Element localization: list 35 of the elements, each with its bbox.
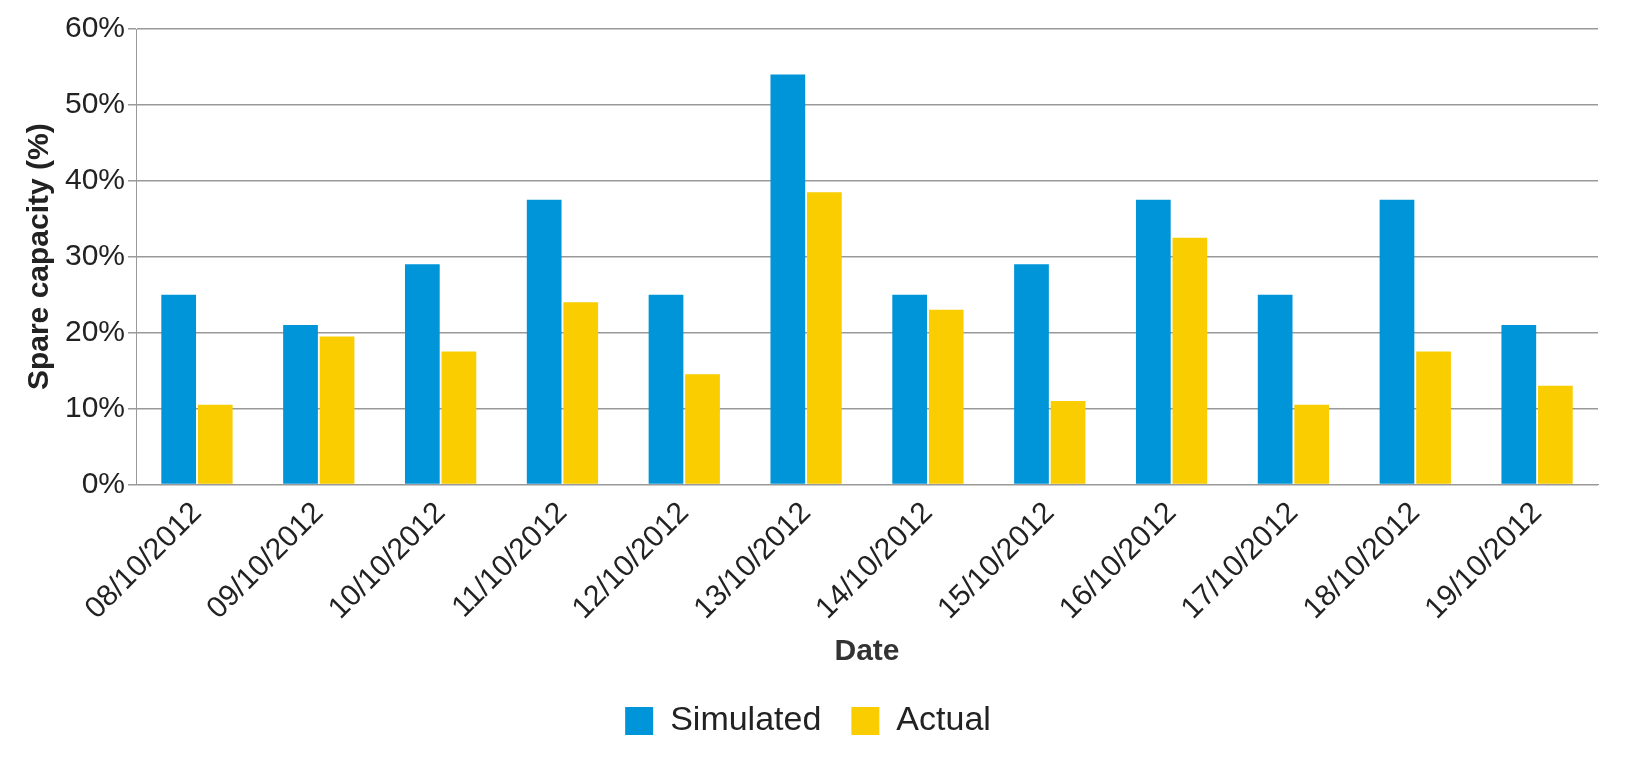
y-tick-label: 60% bbox=[65, 10, 126, 44]
bar bbox=[197, 404, 233, 484]
x-axis-title: Date bbox=[834, 633, 900, 667]
bar bbox=[1135, 199, 1171, 484]
bar bbox=[1501, 324, 1537, 484]
bar bbox=[283, 324, 318, 484]
bar bbox=[807, 192, 842, 484]
bar bbox=[770, 74, 806, 484]
y-tick-label: 20% bbox=[65, 313, 126, 347]
bar bbox=[563, 302, 599, 484]
bar bbox=[928, 309, 964, 484]
bar bbox=[685, 374, 720, 484]
bar bbox=[1050, 400, 1086, 484]
bar bbox=[1014, 264, 1049, 484]
bar bbox=[892, 294, 928, 484]
legend-label: Simulated bbox=[670, 699, 822, 738]
y-tick-label: 40% bbox=[65, 162, 126, 196]
bar bbox=[441, 351, 477, 484]
legend-label: Actual bbox=[896, 699, 991, 738]
y-tick-label: 0% bbox=[81, 465, 126, 499]
y-tick-label: 30% bbox=[65, 237, 126, 271]
bar bbox=[1379, 199, 1415, 484]
bar bbox=[161, 294, 197, 484]
bar bbox=[1257, 294, 1293, 484]
bar bbox=[1294, 404, 1330, 484]
bar bbox=[1416, 351, 1451, 484]
bar bbox=[1538, 385, 1573, 484]
y-axis-title: Spare capacity (%) bbox=[21, 123, 55, 391]
bar bbox=[319, 336, 355, 484]
bar bbox=[526, 199, 562, 484]
bar bbox=[1172, 237, 1208, 484]
bar bbox=[648, 294, 684, 484]
bar bbox=[404, 264, 440, 484]
y-tick-label: 10% bbox=[65, 389, 126, 423]
y-tick-label: 50% bbox=[65, 86, 126, 120]
